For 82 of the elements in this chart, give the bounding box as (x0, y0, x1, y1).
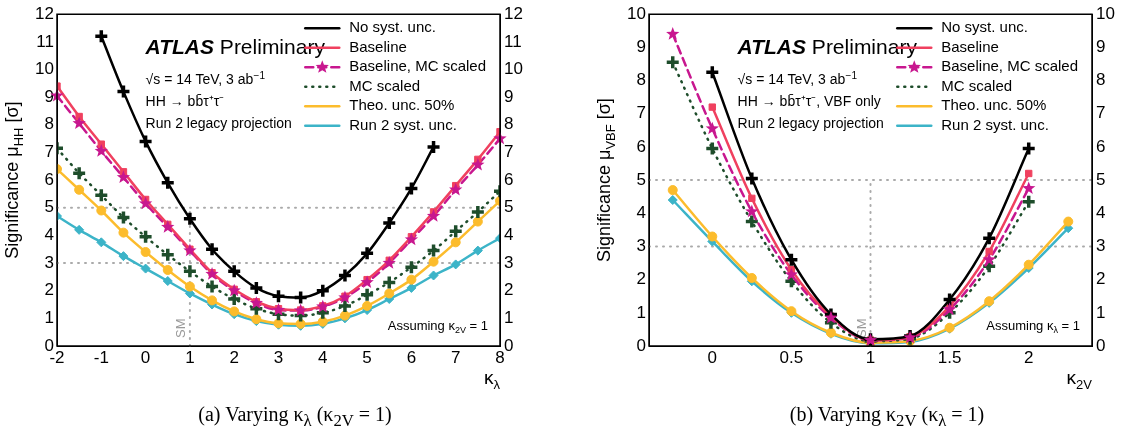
x-tick-label: -1 (93, 347, 109, 367)
y2-tick-label: 8 (504, 114, 514, 134)
legend-label: Baseline (349, 37, 407, 55)
x-tick-label: 2 (229, 347, 239, 367)
x-tick-label: 6 (406, 347, 417, 367)
y-tick-label: 5 (636, 169, 646, 189)
annotation: HH → bb̄τ⁺τ⁻, VBF only (737, 93, 881, 110)
y2-tick-label: 2 (504, 280, 514, 300)
ref-line-label: SM (172, 318, 188, 338)
y-tick-label: 3 (636, 236, 646, 256)
legend-label: No syst. unc. (941, 18, 1028, 36)
y-tick-label: 10 (627, 3, 646, 23)
annotation: Run 2 legacy projection (145, 115, 292, 132)
y-tick-label: 11 (36, 31, 54, 51)
y-tick-label: 6 (44, 169, 54, 189)
y2-tick-label: 5 (504, 197, 514, 217)
legend-label: Baseline, MC scaled (941, 57, 1079, 75)
legend-label: MC scaled (349, 76, 421, 94)
y2-tick-label: 2 (1096, 269, 1106, 289)
y2-tick-label: 10 (1096, 3, 1115, 23)
y-tick-label: 6 (636, 136, 646, 156)
x-tick-label: 4 (318, 347, 328, 367)
y2-tick-label: 4 (504, 225, 514, 245)
x-tick-label: 1.5 (937, 347, 962, 367)
annotation: ATLAS Preliminary (144, 35, 326, 59)
legend-label: Baseline, MC scaled (349, 57, 487, 75)
y-tick-label: 2 (636, 269, 646, 289)
x-tick-label: 0.5 (779, 347, 804, 367)
y-tick-label: 10 (35, 59, 54, 79)
y-axis-title: Significance μVBF [σ] (594, 98, 618, 263)
y-tick-label: 12 (35, 3, 54, 23)
y-tick-label: 1 (636, 302, 646, 322)
x-tick-label: 2 (1023, 347, 1034, 367)
x-tick-label: 1 (185, 347, 195, 367)
y2-tick-label: 4 (1096, 202, 1106, 222)
y2-tick-label: 6 (1096, 136, 1106, 156)
legend-label: Theo. unc. 50% (941, 96, 1047, 114)
x-tick-label: 0 (140, 347, 151, 367)
text: (a) Varying κ$_{λ}$ (κ$_{2V}$ = 1) (197, 403, 393, 431)
y-tick-label: 5 (44, 197, 54, 217)
y2-tick-label: 7 (1096, 103, 1106, 123)
y2-tick-label: 1 (504, 308, 514, 328)
y2-tick-label: 11 (504, 31, 522, 51)
y-tick-label: 3 (44, 252, 54, 272)
legend-label: No syst. unc. (349, 18, 436, 36)
y-tick-label: 7 (44, 142, 54, 162)
y2-tick-label: 8 (1096, 70, 1106, 90)
y-tick-label: 7 (636, 103, 646, 123)
legend-label: Run 2 syst. unc. (941, 115, 1049, 133)
y-axis-title: Significance μHH [σ] (2, 101, 26, 259)
y2-tick-label: 9 (1096, 37, 1106, 57)
y2-tick-label: 12 (504, 3, 523, 23)
y-tick-label: 4 (636, 202, 646, 222)
x-tick-label: 3 (273, 347, 284, 367)
annotation: HH → bb̄τ⁺τ⁻ (145, 93, 225, 110)
y2-tick-label: 6 (504, 169, 514, 189)
y-tick-label: 2 (44, 280, 54, 300)
y-tick-label: 1 (44, 308, 54, 328)
text: (b) Varying κ$_{2V}$ (κ$_{λ}$ = 1) (788, 403, 986, 431)
x-tick-label: 5 (362, 347, 372, 367)
y-tick-label: 9 (44, 86, 54, 106)
y-tick-label: 4 (44, 225, 54, 245)
x-tick-label: 1 (865, 347, 876, 367)
y2-tick-label: 1 (1096, 302, 1106, 322)
y2-tick-label: 10 (504, 59, 523, 79)
y2-tick-label: 5 (1096, 169, 1106, 189)
legend-label: Theo. unc. 50% (349, 96, 455, 114)
annotation: Run 2 legacy projection (737, 115, 884, 132)
y2-tick-label: 9 (504, 86, 514, 106)
annotation: ATLAS Preliminary (736, 35, 918, 59)
legend-label: Baseline (941, 37, 999, 55)
y2-tick-label: 3 (504, 252, 514, 272)
x-tick-label: 7 (450, 347, 461, 367)
legend-label: Run 2 syst. unc. (349, 115, 457, 133)
y2-tick-label: 7 (504, 142, 514, 162)
x-tick-label: 0 (707, 347, 718, 367)
y-tick-label: 8 (636, 70, 646, 90)
y2-tick-label: 3 (1096, 236, 1106, 256)
legend-label: MC scaled (941, 76, 1013, 94)
y-tick-label: 8 (44, 114, 54, 134)
x-tick-label: 8 (495, 347, 505, 367)
y-tick-label: 9 (636, 37, 646, 57)
